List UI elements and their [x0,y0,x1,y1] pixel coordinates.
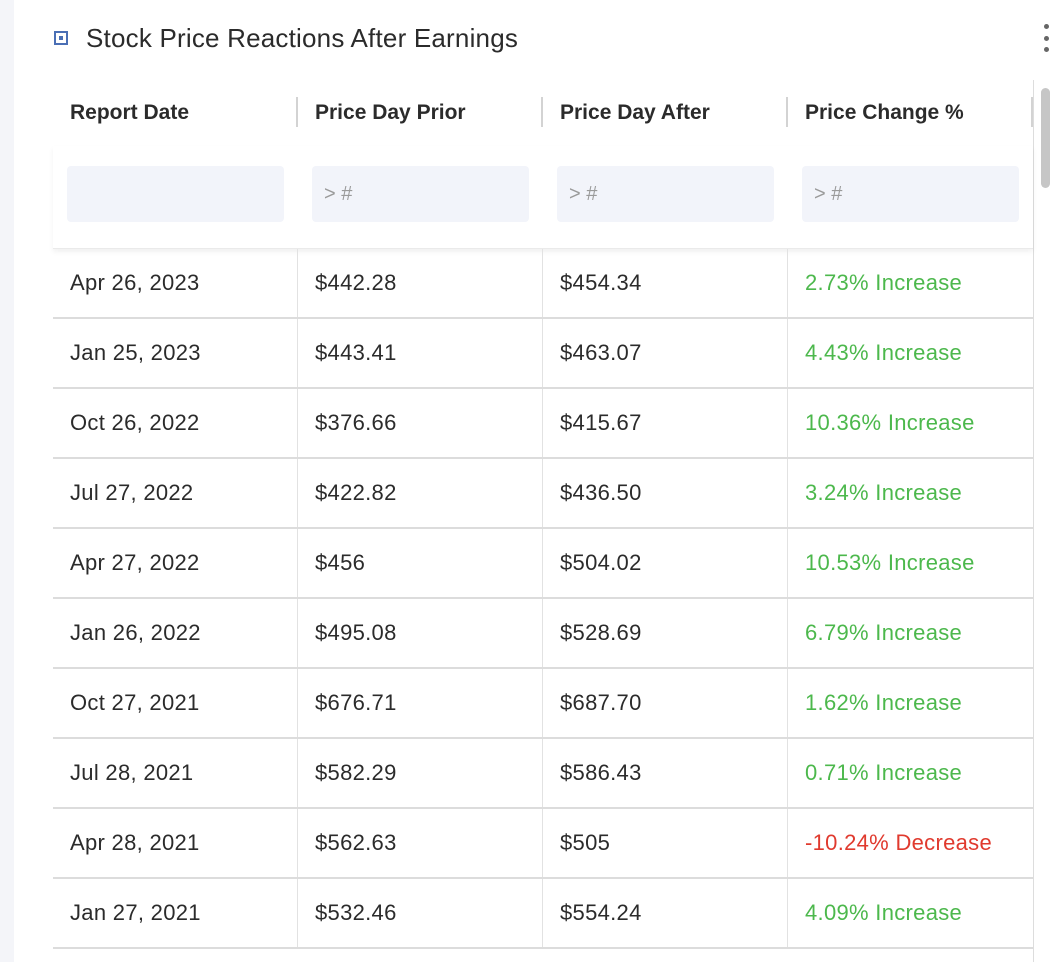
cell-price-day-after: $463.07 [543,319,788,387]
cell-price-day-prior: $495.08 [298,599,543,667]
cell-price-change: 0.71% Increase [805,760,963,785]
cell-report-date: Jan 27, 2021 [53,879,298,947]
table-row[interactable]: Apr 28, 2021 $562.63 $505 -10.24% Decrease [53,809,1033,879]
table-row[interactable]: Apr 27, 2022 $456 $504.02 10.53% Increase [53,529,1033,599]
cell-price-day-after: $454.34 [543,249,788,317]
cell-price-day-prior: $582.29 [298,739,543,807]
column-resize-handle[interactable] [541,97,543,127]
cell-report-date: Apr 27, 2022 [53,529,298,597]
table-row[interactable]: Jan 25, 2023 $443.41 $463.07 4.43% Increase [53,319,1033,389]
cell-price-change: 1.62% Increase [805,690,963,715]
table-row[interactable]: Jan 26, 2022 $495.08 $528.69 6.79% Increase [53,599,1033,669]
cell-price-day-prior: $442.28 [298,249,543,317]
cell-price-day-after: $554.24 [543,879,788,947]
cell-report-date: Jan 25, 2023 [53,319,298,387]
column-header-label: Report Date [70,101,190,124]
cell-price-change: 10.36% Increase [805,410,975,435]
table-row[interactable]: Oct 26, 2022 $376.66 $415.67 10.36% Increas… [53,389,1033,459]
cell-price-change: 4.09% Increase [805,900,963,925]
filter-price-day-after-input[interactable] [557,166,774,222]
earnings-reaction-panel: Stock Price Reactions After Earnings Rep… [14,0,1050,962]
filter-cell [543,146,788,222]
square-dot-icon [54,31,68,45]
table-body: Apr 26, 2023 $442.28 $454.34 2.73% Increase… [53,249,1033,949]
cell-price-day-prior: $422.82 [298,459,543,527]
cell-report-date: Apr 26, 2023 [53,249,298,317]
column-header-label: Price Day Prior [315,101,466,124]
cell-report-date: Jul 27, 2022 [53,459,298,527]
table-row[interactable]: Jul 27, 2022 $422.82 $436.50 3.24% Increase [53,459,1033,529]
cell-price-day-prior: $676.71 [298,669,543,737]
cell-price-day-after: $528.69 [543,599,788,667]
column-header-label: Price Day After [560,101,710,124]
cell-report-date: Jul 28, 2021 [53,739,298,807]
cell-price-day-prior: $456 [298,529,543,597]
cell-report-date: Oct 26, 2022 [53,389,298,457]
more-options-icon[interactable] [1042,24,1050,52]
filter-cell [788,146,1033,222]
cell-price-day-prior: $532.46 [298,879,543,947]
cell-price-change: 4.43% Increase [805,340,963,365]
filter-price-day-prior-input[interactable] [312,166,529,222]
table-row[interactable]: Oct 27, 2021 $676.71 $687.70 1.62% Increase [53,669,1033,739]
table-row[interactable]: Apr 26, 2023 $442.28 $454.34 2.73% Increase [53,249,1033,319]
cell-price-day-prior: $562.63 [298,809,543,877]
cell-price-day-after: $415.67 [543,389,788,457]
table-row[interactable]: Jan 27, 2021 $532.46 $554.24 4.09% Increase [53,879,1033,949]
cell-report-date: Oct 27, 2021 [53,669,298,737]
cell-report-date: Jan 26, 2022 [53,599,298,667]
cell-price-day-after: $436.50 [543,459,788,527]
column-header-label: Price Change % [805,101,964,124]
filter-price-change-input[interactable] [802,166,1019,222]
cell-report-date: Apr 28, 2021 [53,809,298,877]
column-header-price-day-after[interactable]: Price Day After [543,80,788,146]
widget-header: Stock Price Reactions After Earnings [54,18,518,58]
column-header-price-day-prior[interactable]: Price Day Prior [298,80,543,146]
column-header-report-date[interactable]: Report Date [53,80,298,146]
cell-price-day-after: $687.70 [543,669,788,737]
cell-price-change: 2.73% Increase [805,270,963,295]
column-resize-handle[interactable] [1031,97,1033,127]
cell-price-change: 3.24% Increase [805,480,963,505]
filter-row [53,146,1033,249]
cell-price-day-prior: $376.66 [298,389,543,457]
cell-price-day-after: $586.43 [543,739,788,807]
column-resize-handle[interactable] [786,97,788,127]
cell-price-change: -10.24% Decrease [805,830,993,855]
cell-price-change: 6.79% Increase [805,620,963,645]
cell-price-day-after: $504.02 [543,529,788,597]
column-header-price-change[interactable]: Price Change % [788,80,1033,146]
cell-price-day-prior: $443.41 [298,319,543,387]
widget-title: Stock Price Reactions After Earnings [86,22,519,53]
filter-report-date-input[interactable] [67,166,284,222]
filter-cell [53,146,298,222]
cell-price-day-after: $505 [543,809,788,877]
table-row[interactable]: Jul 28, 2021 $582.29 $586.43 0.71% Increase [53,739,1033,809]
filter-cell [298,146,543,222]
cell-price-change: 10.53% Increase [805,550,975,575]
table-header: Report Date Price Day Prior Price Day Af… [53,80,1033,146]
column-resize-handle[interactable] [296,97,298,127]
vertical-scrollbar[interactable] [1041,88,1050,188]
earnings-table: Report Date Price Day Prior Price Day Af… [53,80,1034,962]
